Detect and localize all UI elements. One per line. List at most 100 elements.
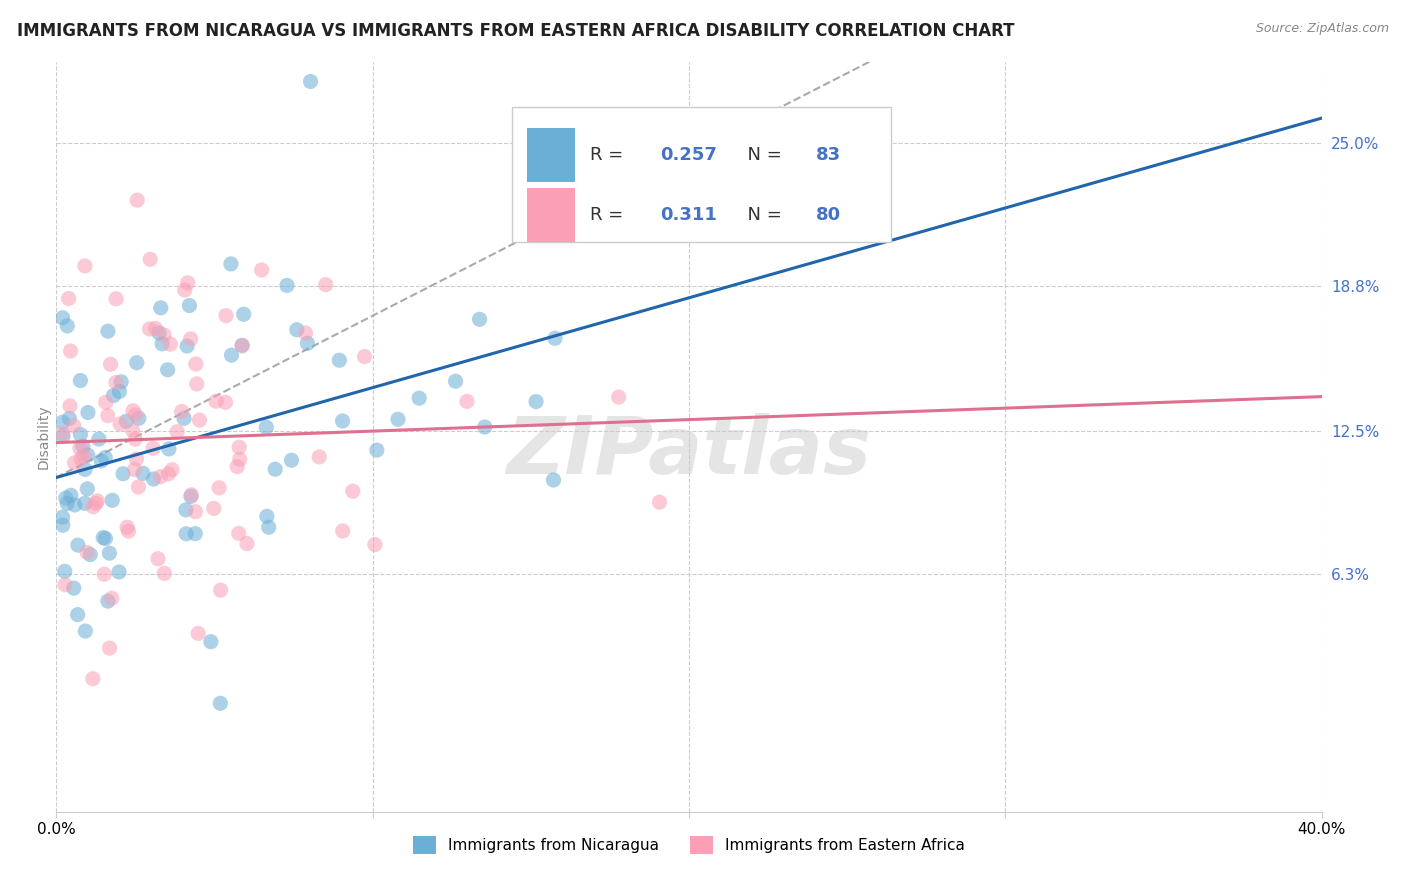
Point	[444, 374, 467, 388]
Text: N =: N =	[735, 206, 787, 224]
Point	[55, 491, 77, 505]
Text: R =: R =	[591, 206, 636, 224]
Point	[200, 634, 222, 648]
Point	[97, 594, 120, 608]
Point	[139, 252, 162, 267]
Point	[146, 551, 169, 566]
Point	[66, 607, 89, 622]
Point	[544, 331, 567, 345]
Point	[125, 452, 148, 467]
Point	[184, 505, 207, 519]
Point	[177, 276, 200, 290]
Point	[228, 526, 250, 541]
Point	[153, 328, 176, 343]
Point	[122, 404, 145, 418]
Point	[308, 450, 330, 464]
Point	[127, 193, 149, 207]
Point	[456, 394, 478, 409]
Point	[174, 503, 197, 517]
Point	[52, 518, 75, 533]
Point	[69, 374, 91, 388]
Point	[112, 467, 135, 481]
FancyBboxPatch shape	[527, 128, 575, 182]
Text: IMMIGRANTS FROM NICARAGUA VS IMMIGRANTS FROM EASTERN AFRICA DISABILITY CORRELATI: IMMIGRANTS FROM NICARAGUA VS IMMIGRANTS …	[17, 22, 1014, 40]
Point	[132, 467, 155, 481]
Point	[159, 337, 181, 351]
Point	[149, 301, 172, 315]
Point	[127, 480, 149, 494]
Point	[79, 548, 101, 562]
Point	[179, 299, 201, 313]
Point	[209, 583, 232, 598]
Point	[186, 376, 208, 391]
Point	[157, 467, 180, 481]
Point	[59, 344, 82, 359]
Text: R =: R =	[591, 145, 630, 163]
Point	[150, 336, 173, 351]
Point	[52, 415, 75, 429]
Point	[387, 412, 409, 426]
Point	[332, 414, 354, 428]
Point	[176, 339, 198, 353]
Point	[142, 442, 165, 456]
Point	[73, 259, 96, 273]
Point	[128, 411, 150, 425]
Point	[229, 452, 252, 467]
Point	[58, 411, 80, 425]
Point	[607, 390, 630, 404]
Point	[648, 495, 671, 509]
Point	[153, 566, 176, 581]
Point	[58, 292, 80, 306]
Y-axis label: Disability: Disability	[37, 405, 51, 469]
Point	[86, 494, 108, 508]
Point	[221, 348, 243, 362]
Point	[173, 411, 195, 425]
Text: ZIPatlas: ZIPatlas	[506, 413, 872, 491]
Point	[124, 408, 146, 422]
Point	[231, 338, 253, 352]
Point	[63, 498, 86, 512]
Point	[256, 509, 278, 524]
Point	[156, 363, 179, 377]
Point	[180, 488, 202, 502]
Point	[332, 524, 354, 538]
Point	[59, 488, 82, 502]
Point	[184, 526, 207, 541]
Point	[232, 307, 254, 321]
Point	[82, 672, 104, 686]
Point	[59, 399, 82, 413]
Point	[93, 567, 115, 582]
Point	[66, 538, 89, 552]
Point	[76, 482, 98, 496]
Point	[184, 357, 207, 371]
Point	[205, 394, 228, 409]
Point	[73, 496, 96, 510]
Point	[63, 456, 86, 470]
Point	[52, 510, 75, 524]
Point	[69, 427, 91, 442]
Point	[94, 450, 117, 465]
Point	[52, 426, 75, 441]
Point	[75, 624, 97, 638]
Point	[219, 257, 242, 271]
Point	[124, 462, 146, 476]
Point	[145, 321, 167, 335]
Point	[98, 546, 121, 560]
Point	[115, 414, 138, 428]
Point	[108, 417, 131, 431]
Point	[70, 451, 93, 466]
Point	[97, 409, 120, 423]
Point	[53, 577, 76, 591]
Point	[188, 413, 211, 427]
Point	[160, 463, 183, 477]
Point	[228, 440, 250, 454]
Point	[173, 283, 195, 297]
Point	[73, 449, 96, 463]
Point	[104, 376, 127, 390]
Point	[254, 420, 277, 434]
Point	[342, 484, 364, 499]
Point	[100, 591, 122, 606]
Point	[108, 384, 131, 399]
Point	[62, 418, 84, 433]
Point	[138, 322, 160, 336]
